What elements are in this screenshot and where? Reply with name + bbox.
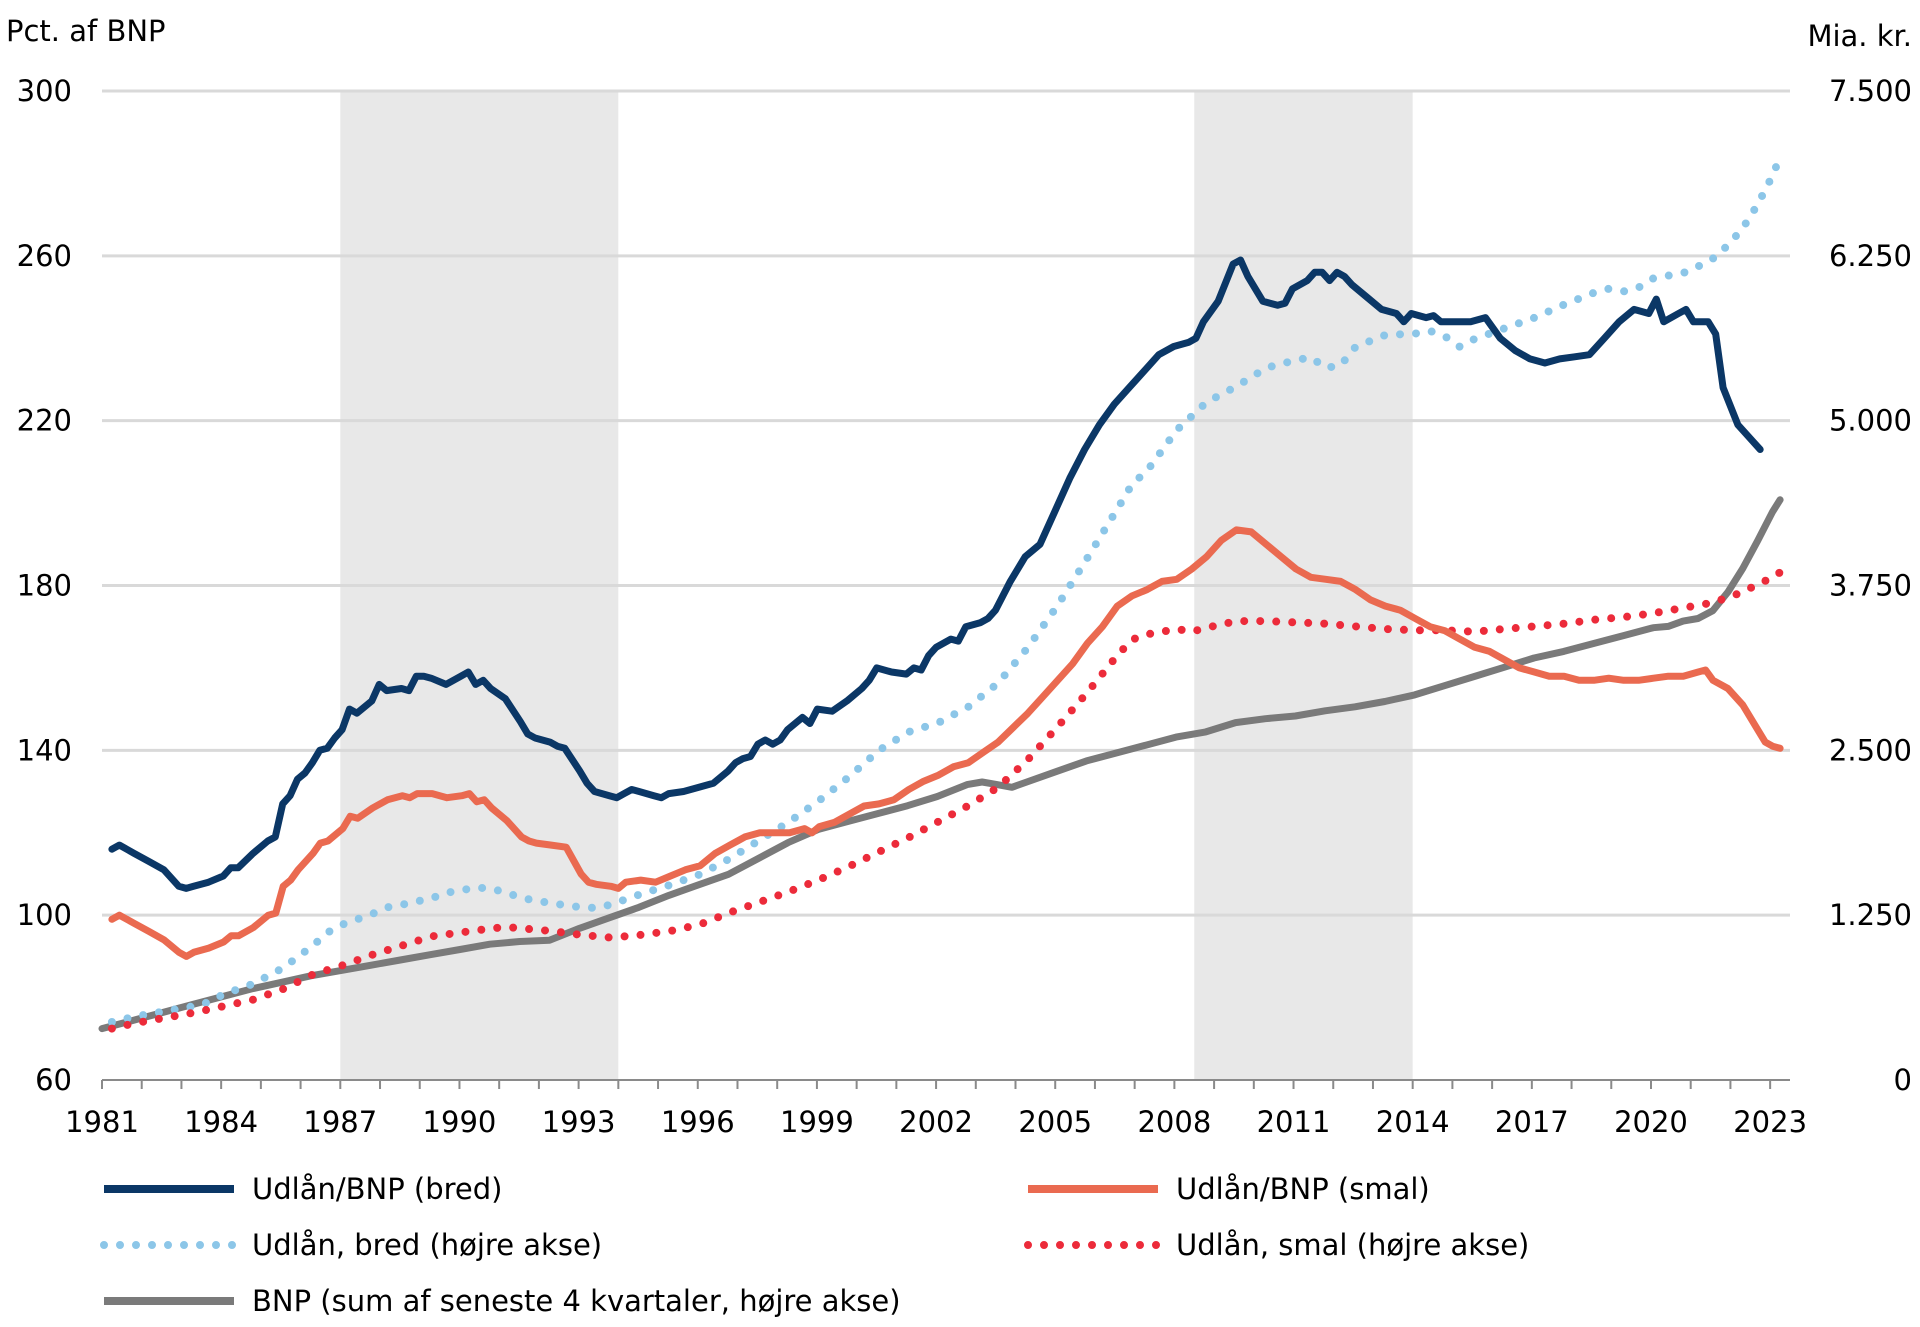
x-tick-label: 1987 bbox=[303, 1105, 377, 1139]
legend-item-5: BNP (sum af seneste 4 kvartaler, højre a… bbox=[104, 1284, 901, 1318]
left-tick-label: 100 bbox=[17, 898, 72, 932]
legend-label: Udlån, smal (højre akse) bbox=[1176, 1228, 1529, 1262]
legend-item-3: Udlån, bred (højre akse) bbox=[100, 1228, 602, 1262]
x-tick-label: 1984 bbox=[184, 1105, 258, 1139]
legend: Udlån/BNP (bred) Udlån/BNP (smal) Udlån, b… bbox=[100, 1172, 1529, 1318]
right-tick-label: 2.500 bbox=[1829, 733, 1912, 767]
gridlines bbox=[102, 89, 1790, 917]
left-tick-label: 140 bbox=[17, 733, 72, 767]
legend-label: BNP (sum af seneste 4 kvartaler, højre a… bbox=[252, 1284, 901, 1318]
left-tick-label: 220 bbox=[17, 404, 72, 438]
legend-label: Udlån/BNP (smal) bbox=[1176, 1172, 1430, 1206]
series-line-1 bbox=[108, 256, 1764, 892]
x-tick-label: 2005 bbox=[1018, 1105, 1092, 1139]
x-tick-label: 1993 bbox=[542, 1105, 616, 1139]
x-tick-label: 2002 bbox=[899, 1105, 973, 1139]
x-tick-label: 2023 bbox=[1733, 1105, 1807, 1139]
x-tick-label: 2020 bbox=[1614, 1105, 1688, 1139]
right-tick-label: 1.250 bbox=[1829, 898, 1912, 932]
left-axis-title: Pct. af BNP bbox=[6, 14, 166, 48]
x-tick-label: 1990 bbox=[423, 1105, 497, 1139]
series-line-2 bbox=[108, 526, 1784, 960]
x-tick-label: 1996 bbox=[661, 1105, 735, 1139]
right-tick-label: 3.750 bbox=[1829, 569, 1912, 603]
x-tick-label: 2008 bbox=[1137, 1105, 1211, 1139]
left-tick-label: 180 bbox=[17, 569, 72, 603]
legend-item-4: Udlån, smal (højre akse) bbox=[1024, 1228, 1529, 1262]
left-tick-label: 300 bbox=[17, 74, 72, 108]
series-lines bbox=[98, 152, 1785, 1033]
x-tick-label: 2017 bbox=[1495, 1105, 1569, 1139]
left-tick-label: 60 bbox=[35, 1063, 72, 1097]
legend-label: Udlån, bred (højre akse) bbox=[252, 1228, 602, 1262]
legend-item-1: Udlån/BNP (bred) bbox=[104, 1172, 502, 1206]
right-tick-label: 6.250 bbox=[1829, 239, 1912, 273]
x-tick-label: 1981 bbox=[65, 1105, 139, 1139]
x-tick-label: 2011 bbox=[1257, 1105, 1331, 1139]
axes: Pct. af BNP Mia. kr. 300 7.500 260 6.250 220… bbox=[6, 14, 1912, 1139]
right-axis-title: Mia. kr. bbox=[1807, 19, 1912, 53]
left-tick-label: 260 bbox=[17, 239, 72, 273]
x-tick-label: 1999 bbox=[780, 1105, 854, 1139]
x-tick-label: 2014 bbox=[1376, 1105, 1450, 1139]
legend-item-2: Udlån/BNP (smal) bbox=[1028, 1172, 1430, 1206]
right-tick-label: 5.000 bbox=[1829, 404, 1912, 438]
series-line-5 bbox=[98, 496, 1784, 1033]
right-tick-label: 7.500 bbox=[1829, 74, 1912, 108]
legend-label: Udlån/BNP (bred) bbox=[252, 1172, 502, 1206]
right-tick-label: 0 bbox=[1894, 1063, 1912, 1097]
